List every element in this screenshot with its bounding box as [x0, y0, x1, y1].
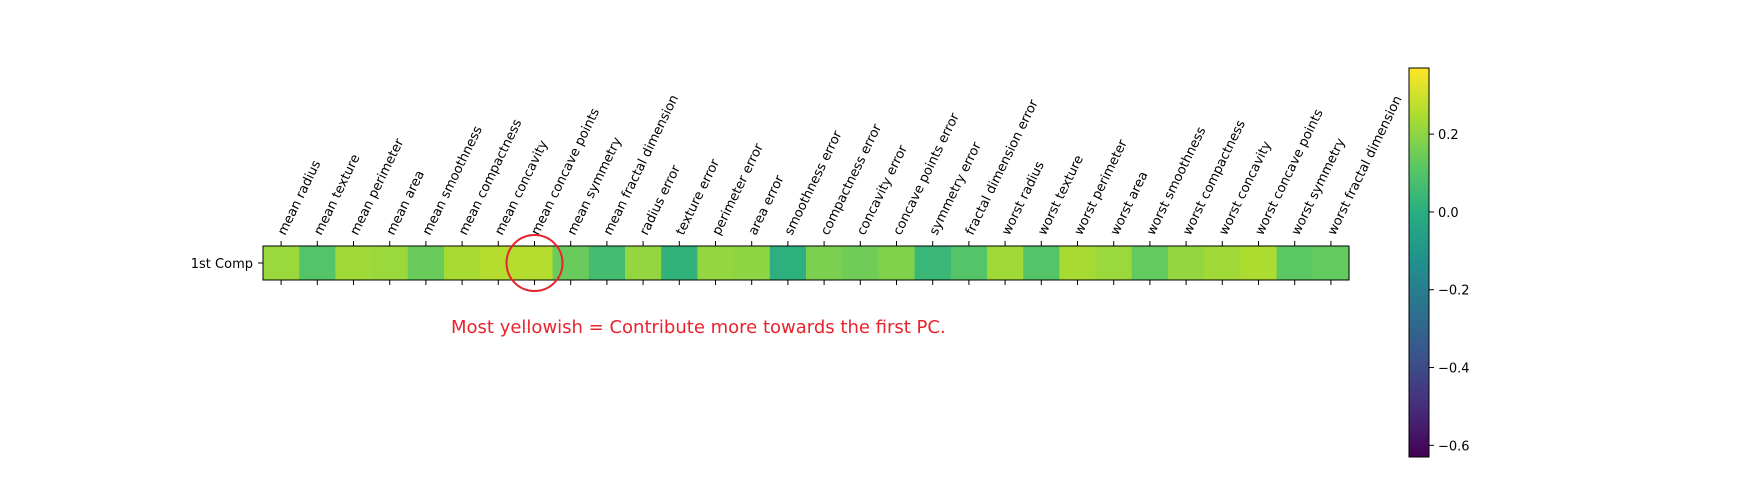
heatmap-cells: [263, 246, 1350, 280]
colorbar-tick-label: 0.2: [1438, 128, 1459, 143]
colorbar-tick-label: −0.4: [1438, 362, 1470, 377]
annotation-text: Most yellowish = Contribute more towards…: [451, 317, 946, 338]
row-labels: 1st Comp: [191, 257, 263, 272]
heatmap-cell-29: [1312, 246, 1350, 280]
heatmap-cell-0: [263, 246, 300, 280]
row-label: 1st Comp: [191, 257, 253, 272]
heatmap-cell-2: [335, 246, 373, 280]
column-label: mean concave points: [529, 106, 604, 238]
colorbar-tick-label: −0.2: [1438, 284, 1470, 299]
colorbar-tick-label: 0.0: [1438, 206, 1459, 221]
colorbar-tick-label: −0.6: [1438, 439, 1470, 454]
heatmap-cell-13: [733, 246, 771, 280]
x-tick-marks: [280, 241, 1332, 285]
heatmap-cell-15: [806, 246, 843, 280]
heatmap-frame: [262, 245, 1350, 281]
heatmap-cell-17: [878, 246, 916, 280]
heatmap-cell-20: [987, 246, 1024, 280]
heatmap-cell-23: [1095, 246, 1133, 280]
heatmap-cell-6: [480, 246, 517, 280]
heatmap-cell-26: [1204, 246, 1241, 280]
heatmap-cell-1: [299, 246, 336, 280]
heatmap-cell-10: [625, 246, 662, 280]
column-label: area error: [746, 173, 788, 238]
heatmap-cell-5: [444, 246, 481, 280]
heatmap-cell-11: [661, 246, 698, 280]
heatmap-cell-14: [769, 246, 807, 280]
column-label: concave points error: [891, 110, 963, 237]
heatmap-cell-19: [950, 246, 988, 280]
heatmap-cell-28: [1276, 246, 1314, 280]
heatmap-cell-24: [1131, 246, 1169, 280]
heatmap-cell-27: [1240, 246, 1278, 280]
heatmap-cell-8: [552, 246, 590, 280]
heatmap-cell-21: [1023, 246, 1060, 280]
highlight-circle: [505, 234, 564, 292]
colorbar-gradient: [1408, 67, 1430, 458]
heatmap-cell-3: [371, 246, 409, 280]
heatmap-cell-18: [914, 246, 952, 280]
heatmap-cell-12: [697, 246, 735, 280]
heatmap-cell-22: [1059, 246, 1097, 280]
heatmap-cell-7: [516, 246, 554, 280]
heatmap-cell-4: [407, 246, 445, 280]
heatmap-cell-9: [588, 246, 626, 280]
heatmap-cell-16: [842, 246, 879, 280]
colorbar: 0.2 0.0 −0.2 −0.4 −0.6: [1408, 67, 1470, 458]
heatmap-cell-25: [1168, 246, 1205, 280]
column-label: worst concave points: [1253, 107, 1327, 238]
